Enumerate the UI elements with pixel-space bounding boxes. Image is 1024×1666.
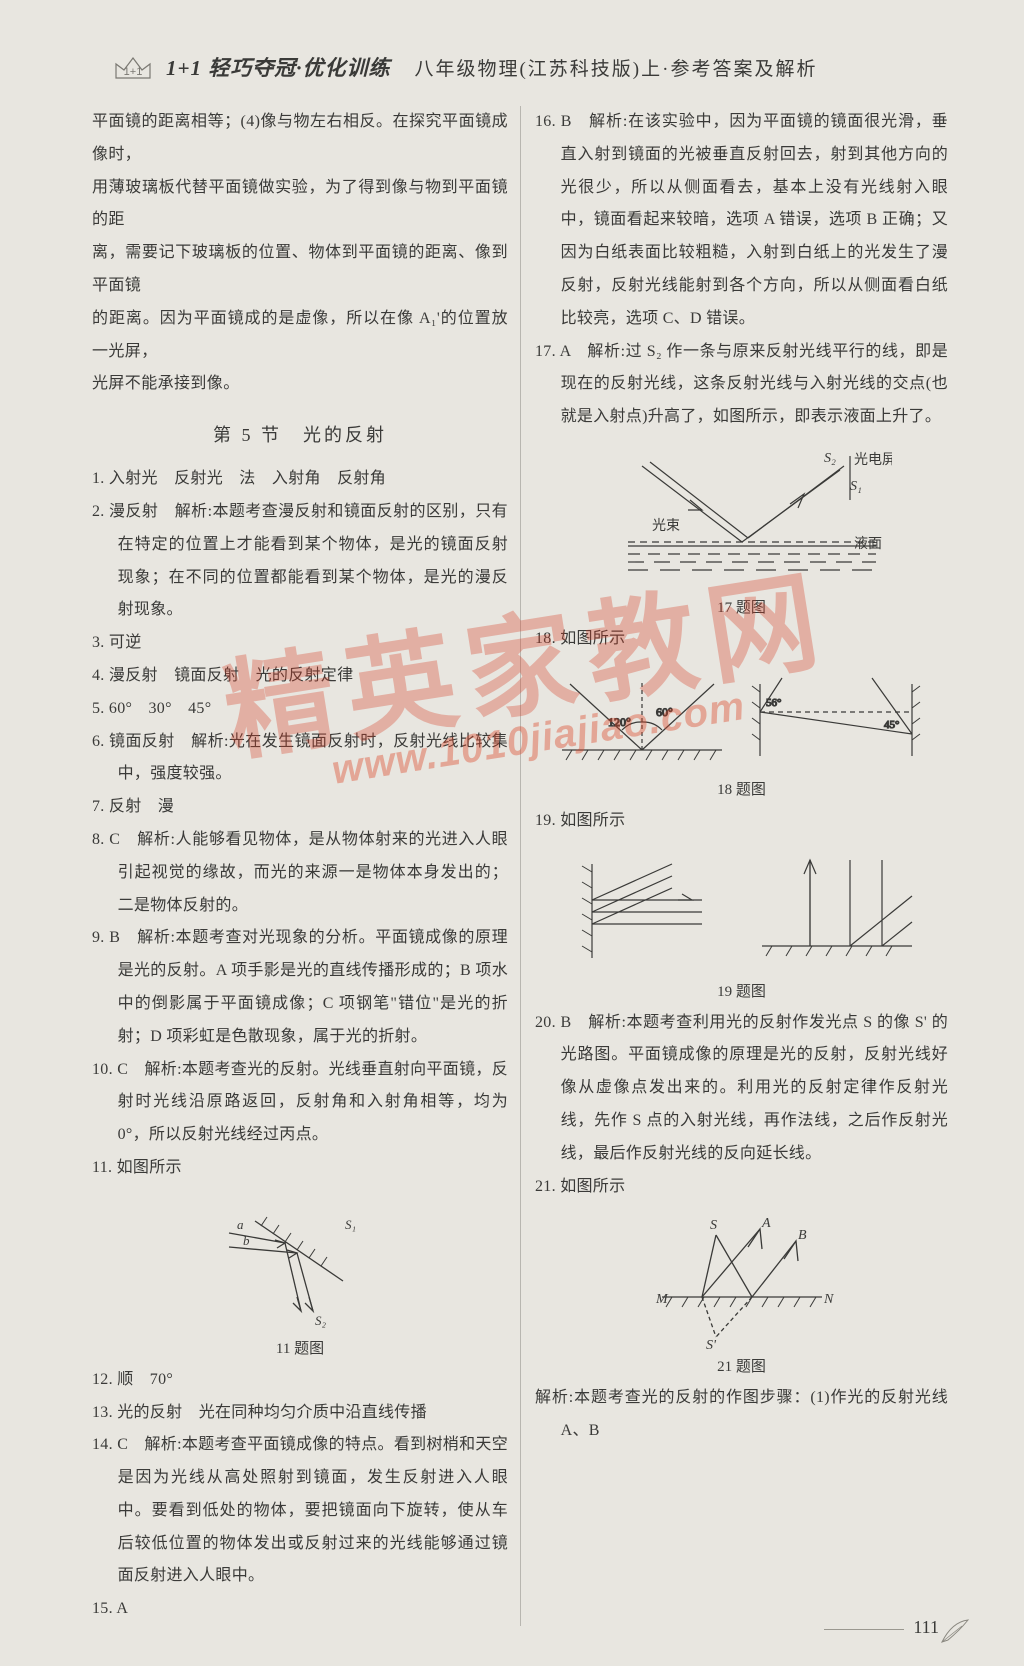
answer-item: 2. 漫反射 解析:本题考查漫反射和镜面反射的区别，只有在特定的位置上才能看到某… bbox=[92, 496, 508, 627]
svg-text:S₁: S₁ bbox=[850, 479, 862, 494]
figure-19 bbox=[552, 846, 932, 976]
answer-item: 7. 反射 漫 bbox=[92, 791, 508, 824]
two-column-layout: 平面镜的距离相等；(4)像与物左右相反。在探究平面镜成像时， 用薄玻璃板代替平面… bbox=[92, 106, 948, 1626]
answer-item: 8. C 解析:人能够看见物体，是从物体射来的光进入人眼引起视觉的缘故，而光的来… bbox=[92, 824, 508, 922]
page-root: 1+1 1+1 轻巧夺冠·优化训练 八年级物理(江苏科技版)上·参考答案及解析 … bbox=[0, 0, 1024, 1666]
svg-text:b: b bbox=[243, 1233, 250, 1248]
answer-item: 20. B 解析:本题考查利用光的反射作发光点 S 的像 S' 的光路图。平面镜… bbox=[535, 1007, 948, 1171]
svg-text:N: N bbox=[823, 1292, 834, 1307]
svg-text:M: M bbox=[655, 1292, 669, 1307]
svg-text:45°: 45° bbox=[884, 719, 899, 731]
answer-item: 4. 漫反射 镜面反射 光的反射定律 bbox=[92, 660, 508, 693]
answer-item: 21. 如图所示 bbox=[535, 1171, 948, 1204]
answer-item: 16. B 解析:在该实验中，因为平面镜的镜面很光滑，垂直入射到镜面的光被垂直反… bbox=[535, 106, 948, 336]
intro-line: 的距离。因为平面镜成的是虚像，所以在像 A₁'的位置放一光屏， bbox=[92, 303, 508, 369]
svg-text:S: S bbox=[710, 1218, 717, 1233]
answer-item: 11. 如图所示 bbox=[92, 1152, 508, 1185]
page-number: 111 bbox=[913, 1617, 939, 1638]
answer-item: 1. 入射光 反射光 法 入射角 反射角 bbox=[92, 463, 508, 496]
figure-19-caption: 19 题图 bbox=[535, 980, 948, 1001]
svg-text:60°: 60° bbox=[656, 705, 673, 719]
intro-line: 光屏不能承接到像。 bbox=[92, 368, 508, 401]
answer-item: 6. 镜面反射 解析:光在发生镜面反射时，反射光线比较集中，强度较强。 bbox=[92, 726, 508, 792]
svg-text:1+1: 1+1 bbox=[124, 66, 143, 78]
answer-item: 15. A bbox=[92, 1593, 508, 1626]
answer-item: 14. C 解析:本题考查平面镜成像的特点。看到树梢和天空是因为光线从高处照射到… bbox=[92, 1429, 508, 1593]
answer-item: 5. 60° 30° 45° bbox=[92, 693, 508, 726]
answer-item: 13. 光的反射 光在同种均匀介质中沿直线传播 bbox=[92, 1397, 508, 1430]
figure-21-caption: 21 题图 bbox=[535, 1355, 948, 1376]
left-column: 平面镜的距离相等；(4)像与物左右相反。在探究平面镜成像时， 用薄玻璃板代替平面… bbox=[92, 106, 520, 1626]
section-title: 第 5 节 光的反射 bbox=[92, 421, 508, 447]
header-brand: 1+1 轻巧夺冠·优化训练 bbox=[166, 52, 390, 82]
svg-text:光电屏: 光电屏 bbox=[854, 452, 892, 468]
svg-text:液面: 液面 bbox=[854, 536, 882, 552]
intro-line: 用薄玻璃板代替平面镜做实验，为了得到像与物到平面镜的距 bbox=[92, 172, 508, 238]
svg-text:S₂: S₂ bbox=[824, 451, 836, 466]
page-number-rule bbox=[824, 1629, 904, 1630]
svg-text:A: A bbox=[761, 1216, 771, 1231]
right-column: 16. B 解析:在该实验中，因为平面镜的镜面很光滑，垂直入射到镜面的光被垂直反… bbox=[520, 106, 948, 1626]
svg-text:S': S' bbox=[706, 1338, 717, 1351]
answer-item: 10. C 解析:本题考查光的反射。光线垂直射向平面镜，反射时光线沿原路返回，反… bbox=[92, 1054, 508, 1152]
svg-text:120°: 120° bbox=[608, 715, 631, 729]
header-sub: 八年级物理(江苏科技版)上·参考答案及解析 bbox=[414, 54, 817, 81]
answer-item: 12. 顺 70° bbox=[92, 1364, 508, 1397]
svg-text:B: B bbox=[798, 1228, 807, 1243]
svg-text:a: a bbox=[237, 1217, 244, 1232]
answer-item: 3. 可逆 bbox=[92, 627, 508, 660]
answer-item: 19. 如图所示 bbox=[535, 805, 948, 838]
figure-18-caption: 18 题图 bbox=[535, 778, 948, 799]
answer-tail: 解析:本题考查光的反射的作图步骤：(1)作光的反射光线 A、B bbox=[535, 1382, 948, 1448]
answer-item: 18. 如图所示 bbox=[535, 623, 948, 656]
answer-item: 17. A 解析:过 S₂ 作一条与原来反射光线平行的线，即是现在的反射光线，这… bbox=[535, 336, 948, 434]
page-header: 1+1 1+1 轻巧夺冠·优化训练 八年级物理(江苏科技版)上·参考答案及解析 bbox=[92, 50, 948, 84]
figure-18: 120° 60° 56° bbox=[552, 664, 932, 774]
figure-21: S A B M N S' bbox=[642, 1211, 842, 1351]
figure-11-caption: 11 题图 bbox=[92, 1337, 508, 1358]
intro-line: 平面镜的距离相等；(4)像与物左右相反。在探究平面镜成像时， bbox=[92, 106, 508, 172]
feather-icon bbox=[938, 1616, 972, 1646]
svg-text:S₁: S₁ bbox=[345, 1217, 356, 1232]
figure-11: a b S₁ S₂ bbox=[215, 1193, 385, 1333]
figure-17-caption: 17 题图 bbox=[535, 596, 948, 617]
intro-line: 离，需要记下玻璃板的位置、物体到平面镜的距离、像到平面镜 bbox=[92, 237, 508, 303]
svg-text:光束: 光束 bbox=[652, 518, 680, 534]
crown-icon: 1+1 bbox=[112, 50, 154, 84]
svg-text:S₂: S₂ bbox=[315, 1313, 327, 1328]
figure-17: 光束 S₂ S₁ 光电屏 液面 bbox=[592, 442, 892, 592]
svg-text:56°: 56° bbox=[766, 697, 781, 709]
answer-item: 9. B 解析:本题考查对光现象的分析。平面镜成像的原理是光的反射。A 项手影是… bbox=[92, 922, 508, 1053]
